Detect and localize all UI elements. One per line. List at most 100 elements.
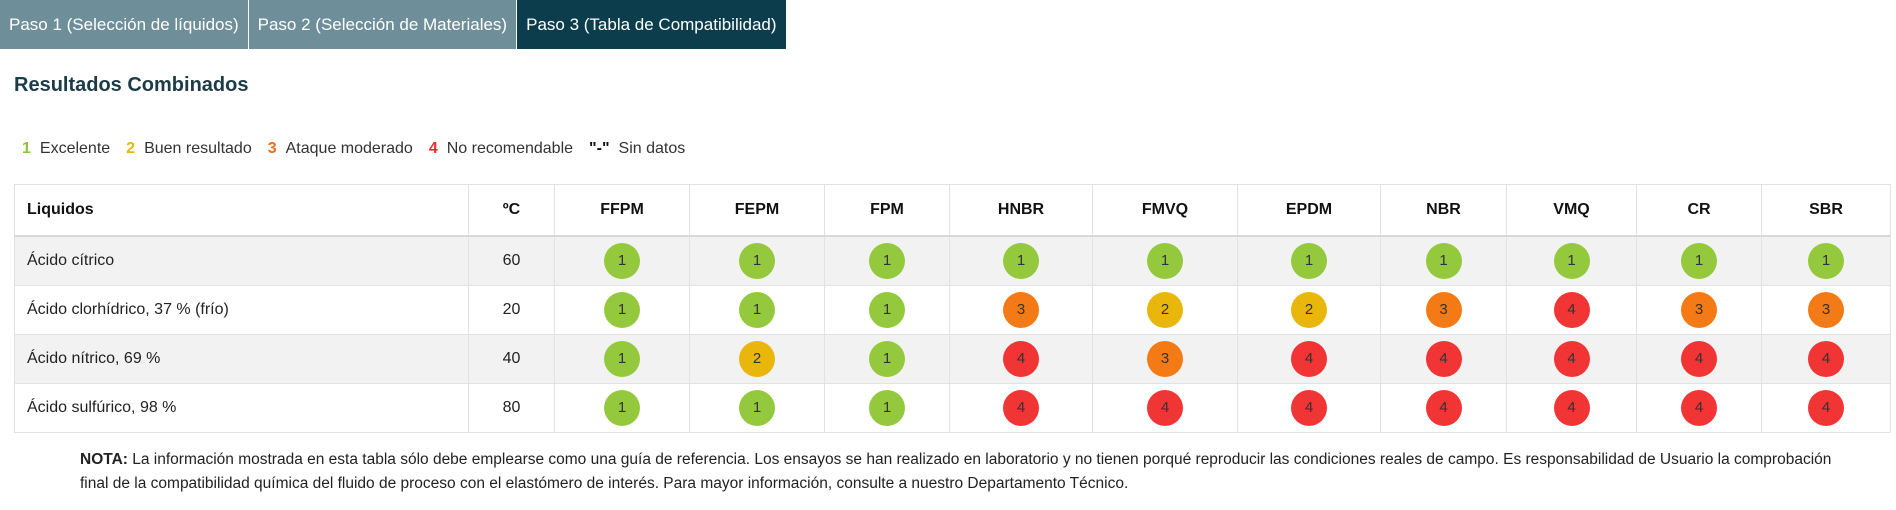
rating-cell: 1 [554, 383, 690, 433]
rating-legend: 1 Excelente 2 Buen resultado 3 Ataque moderad… [22, 140, 701, 158]
rating-cell: 1 [1761, 235, 1891, 286]
rating-cell: 1 [824, 285, 950, 335]
rating-cell: 4 [949, 383, 1093, 433]
table-row: Ácido nítrico, 69 % 40 1 2 1 4 3 4 4 4 4 4 [14, 334, 1891, 384]
rating-badge: 4 [1425, 341, 1462, 377]
tab-step-2[interactable]: Paso 2 (Selección de Materiales) [248, 0, 518, 49]
liquid-name-cell: Ácido nítrico, 69 % [14, 334, 469, 384]
rating-cell: 2 [1092, 285, 1238, 335]
legend-label-2: Buen resultado [144, 140, 252, 157]
rating-badge: 4 [1681, 341, 1717, 377]
header-fmvq: FMVQ [1092, 184, 1238, 237]
header-fepm: FEPM [689, 184, 825, 237]
rating-badge: 4 [1553, 390, 1590, 426]
header-cr: CR [1636, 184, 1762, 237]
rating-badge: 4 [1003, 390, 1039, 426]
rating-badge: 2 [739, 341, 775, 377]
legend-label-3: Ataque moderado [285, 140, 413, 157]
rating-cell: 1 [689, 235, 825, 286]
compatibility-table: Liquidos ºC FFPM FEPM FPM HNBR FMVQ EPDM… [14, 184, 1891, 433]
rating-cell: 4 [1506, 383, 1637, 433]
rating-cell: 1 [1092, 235, 1238, 286]
rating-badge: 1 [1425, 243, 1462, 279]
step-tabs: Paso 1 (Selección de líquidos) Paso 2 (S… [0, 0, 1896, 49]
table-row: Ácido clorhídrico, 37 % (frío) 20 1 1 1 3 2 2 3 4… [14, 285, 1891, 335]
rating-badge: 1 [604, 292, 640, 328]
rating-cell: 1 [1636, 235, 1762, 286]
rating-cell: 4 [1506, 334, 1637, 384]
note-text: La información mostrada en esta tabla só… [80, 451, 1832, 492]
rating-badge: 1 [869, 341, 905, 377]
table-header-row: Liquidos ºC FFPM FEPM FPM HNBR FMVQ EPDM… [14, 184, 1891, 237]
rating-cell: 4 [949, 334, 1093, 384]
rating-cell: 1 [824, 235, 950, 286]
rating-badge: 1 [604, 243, 640, 279]
rating-badge: 1 [869, 390, 905, 426]
rating-badge: 4 [1681, 390, 1717, 426]
disclaimer-note: NOTA: La información mostrada en esta ta… [80, 448, 1860, 496]
rating-cell: 1 [554, 285, 690, 335]
rating-badge: 3 [1425, 292, 1462, 328]
rating-cell: 3 [1380, 285, 1507, 335]
rating-badge: 4 [1553, 292, 1590, 328]
page-title: Resultados Combinados [14, 74, 249, 96]
header-temperature: ºC [468, 184, 555, 237]
header-fpm: FPM [824, 184, 950, 237]
rating-badge: 1 [869, 243, 905, 279]
rating-cell: 1 [1380, 235, 1507, 286]
header-liquids: Liquidos [14, 184, 469, 237]
rating-badge: 4 [1291, 341, 1327, 377]
header-sbr: SBR [1761, 184, 1891, 237]
rating-cell: 1 [689, 383, 825, 433]
rating-cell: 1 [554, 235, 690, 286]
tab-step-3[interactable]: Paso 3 (Tabla de Compatibilidad) [517, 0, 787, 49]
rating-cell: 4 [1636, 334, 1762, 384]
table-row: Ácido cítrico 60 1 1 1 1 1 1 1 1 1 1 [14, 235, 1891, 286]
liquid-name-cell: Ácido cítrico [14, 235, 469, 286]
rating-badge: 4 [1147, 390, 1183, 426]
rating-badge: 4 [1808, 341, 1844, 377]
rating-badge: 4 [1291, 390, 1327, 426]
rating-cell: 3 [1761, 285, 1891, 335]
rating-badge: 1 [1808, 243, 1844, 279]
rating-badge: 4 [1553, 341, 1590, 377]
rating-cell: 4 [1506, 285, 1637, 335]
rating-cell: 4 [1761, 383, 1891, 433]
rating-cell: 4 [1761, 334, 1891, 384]
legend-label-4: No recomendable [446, 140, 574, 157]
rating-badge: 1 [739, 390, 775, 426]
header-vmq: VMQ [1506, 184, 1637, 237]
rating-badge: 3 [1147, 341, 1183, 377]
rating-cell: 4 [1237, 334, 1381, 384]
rating-badge: 1 [1681, 243, 1717, 279]
rating-badge: 1 [1291, 243, 1327, 279]
temperature-cell: 80 [468, 383, 555, 433]
rating-cell: 3 [1636, 285, 1762, 335]
rating-badge: 4 [1425, 390, 1462, 426]
legend-label-1: Excelente [39, 140, 111, 157]
rating-badge: 3 [1003, 292, 1039, 328]
tab-step-1[interactable]: Paso 1 (Selección de líquidos) [0, 0, 249, 49]
header-hnbr: HNBR [949, 184, 1093, 237]
rating-badge: 1 [604, 341, 640, 377]
note-label: NOTA: [80, 451, 128, 468]
legend-label-5: Sin datos [618, 140, 686, 157]
legend-number-4: 4 [428, 140, 438, 157]
rating-badge: 1 [739, 243, 775, 279]
legend-number-2: 2 [126, 140, 136, 157]
rating-cell: 4 [1380, 334, 1507, 384]
rating-cell: 4 [1380, 383, 1507, 433]
temperature-cell: 40 [468, 334, 555, 384]
rating-cell: 1 [1506, 235, 1637, 286]
rating-badge: 4 [1808, 390, 1844, 426]
rating-badge: 1 [869, 292, 905, 328]
rating-badge: 1 [1003, 243, 1039, 279]
temperature-cell: 60 [468, 235, 555, 286]
rating-badge: 1 [1147, 243, 1183, 279]
rating-badge: 4 [1003, 341, 1039, 377]
rating-cell: 1 [949, 235, 1093, 286]
rating-badge: 1 [1553, 243, 1590, 279]
liquid-name-cell: Ácido clorhídrico, 37 % (frío) [14, 285, 469, 335]
rating-badge: 2 [1291, 292, 1327, 328]
rating-cell: 1 [824, 383, 950, 433]
